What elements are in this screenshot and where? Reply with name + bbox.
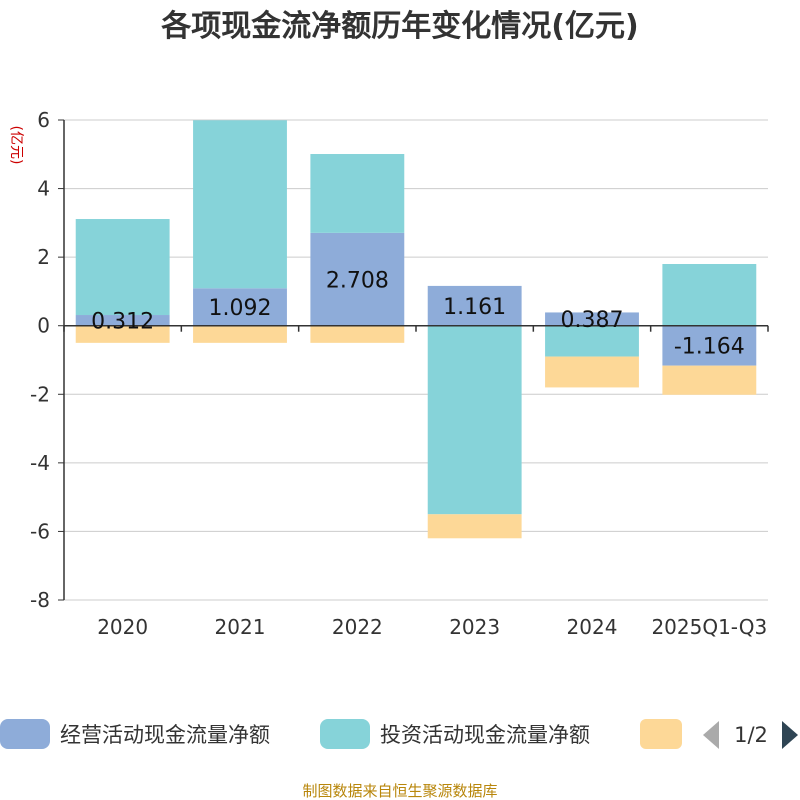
- y-tick-label: -4: [30, 451, 50, 475]
- legend-page-indicator: 1/2: [734, 723, 768, 747]
- legend: 经营活动现金流量净额 投资活动现金流量净额 1/2: [0, 719, 798, 749]
- legend-prev-arrow-icon[interactable]: [703, 721, 719, 749]
- bar-2021-series-1: [193, 120, 287, 289]
- legend-label-1[interactable]: 投资活动现金流量净额: [380, 723, 590, 747]
- bar-2024-series-0: [545, 312, 639, 326]
- axes: 6 4 2 0 -2 -4 -6 -8 2020 2021 2022 2023 2024 2025Q1-Q…: [30, 108, 769, 639]
- legend-swatch-0[interactable]: [0, 719, 50, 749]
- x-tick-label: 2025Q1-Q3: [651, 615, 767, 639]
- bar-2020-series-2: [75, 325, 170, 343]
- bar-2024-series-2: [545, 356, 639, 388]
- bar-2020-series-0: [75, 315, 170, 326]
- bar-2021-series-0: [193, 288, 287, 326]
- legend-next-arrow-icon[interactable]: [782, 721, 798, 749]
- legend-swatch-2[interactable]: [640, 719, 682, 749]
- value-labels: 0.312 1.092 2.708 1.161 0.387 -1.164: [91, 268, 745, 359]
- y-tick-label: -2: [30, 382, 50, 406]
- bar-2022-series-1: [310, 154, 405, 233]
- bar-2025Q1-Q3-series-0: [662, 325, 757, 366]
- value-label-2021: 1.092: [209, 296, 272, 321]
- y-tick-label: -8: [30, 588, 50, 612]
- y-axis-label: (亿元): [8, 126, 24, 165]
- source-note: 制图数据来自恒生聚源数据库: [302, 782, 497, 800]
- bar-2025Q1-Q3-series-1: [662, 264, 757, 326]
- chart-title: 各项现金流净额历年变化情况(亿元): [160, 9, 638, 44]
- x-tick-label: 2022: [332, 615, 383, 639]
- value-label-2022: 2.708: [326, 268, 389, 293]
- x-tick-label: 2020: [97, 615, 148, 639]
- value-label-2024: 0.387: [561, 308, 624, 333]
- bar-2025Q1-Q3-series-2: [662, 365, 757, 395]
- bar-2022-series-2: [310, 325, 405, 343]
- legend-label-0[interactable]: 经营活动现金流量净额: [60, 723, 270, 747]
- bar-2020-series-1: [75, 219, 170, 316]
- y-tick-label: 0: [37, 314, 50, 338]
- bars: [75, 120, 757, 539]
- bar-2024-series-1: [545, 325, 639, 357]
- value-label-2023: 1.161: [443, 295, 506, 320]
- y-tick-label: 6: [37, 108, 50, 132]
- x-tick-label: 2023: [449, 615, 500, 639]
- value-label-2020: 0.312: [91, 309, 154, 334]
- bar-2023-series-1: [427, 325, 522, 515]
- bar-2023-series-0: [427, 285, 522, 326]
- y-tick-label: 2: [37, 245, 50, 269]
- y-tick-label: -6: [30, 519, 50, 543]
- x-tick-label: 2024: [567, 615, 618, 639]
- x-tick-label: 2021: [215, 615, 266, 639]
- legend-swatch-1[interactable]: [320, 719, 370, 749]
- y-tick-label: 4: [37, 177, 50, 201]
- value-label-2025Q1-Q3: -1.164: [674, 335, 745, 360]
- bar-2022-series-0: [310, 232, 405, 326]
- bar-2021-series-2: [193, 325, 287, 343]
- bar-2023-series-2: [427, 514, 522, 539]
